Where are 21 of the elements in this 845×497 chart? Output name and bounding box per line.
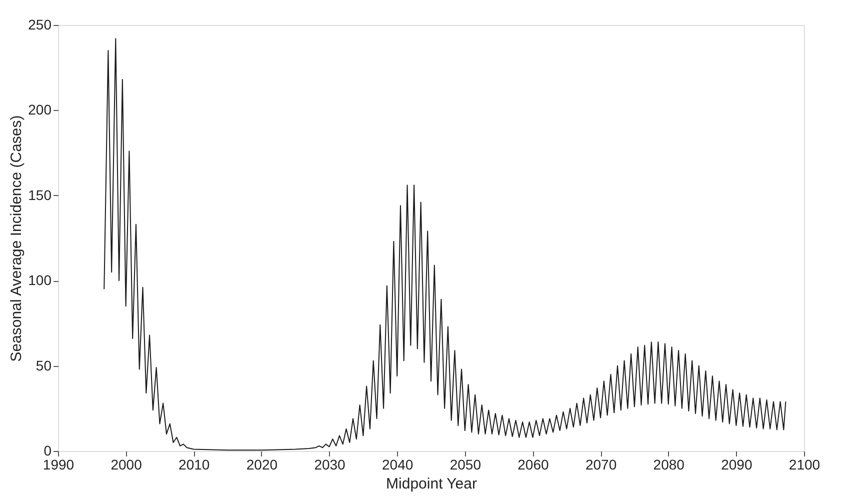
- y-tick-label: 250: [28, 16, 52, 32]
- x-tick-label: 2010: [178, 456, 210, 472]
- x-tick-label: 2030: [314, 456, 346, 472]
- x-tick-label: 2020: [246, 456, 278, 472]
- line-series: [104, 38, 786, 451]
- x-tick-label: 2000: [110, 456, 142, 472]
- y-tick-label: 0: [44, 442, 52, 458]
- y-tick-label: 200: [28, 102, 52, 118]
- y-tick-label: 150: [28, 186, 52, 203]
- x-tick-label: 2100: [788, 456, 820, 472]
- x-tick-label: 2080: [653, 456, 685, 472]
- y-tick-label: 50: [36, 357, 52, 374]
- x-tick-label: 2060: [518, 456, 550, 472]
- y-axis-title: Seasonal Average Incidence (Cases): [8, 115, 26, 362]
- y-tick-label: 100: [28, 272, 52, 288]
- x-tick-label: 2050: [450, 456, 482, 472]
- x-axis-title: Midpoint Year: [386, 476, 477, 492]
- x-tick-label: 1990: [42, 456, 74, 472]
- x-tick-label: 2070: [585, 456, 617, 472]
- x-tick-label: 2040: [382, 456, 414, 472]
- x-tick-label: 2090: [721, 456, 752, 472]
